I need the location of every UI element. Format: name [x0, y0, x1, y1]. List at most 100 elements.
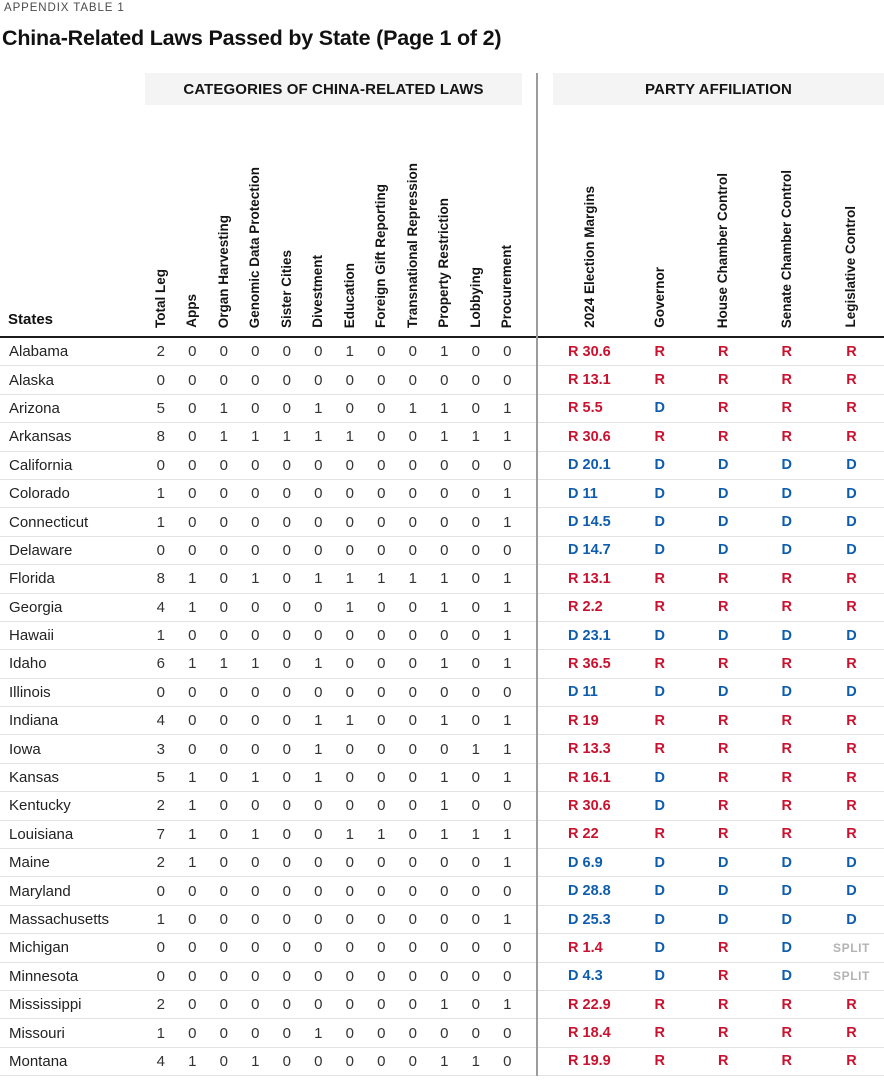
count-cell: 1 — [314, 1024, 323, 1042]
count-cell: 0 — [471, 683, 480, 701]
count-cell: 0 — [377, 399, 386, 417]
count-cell: 1 — [503, 570, 512, 588]
column-header-label: Procurement — [499, 244, 515, 328]
count-cell: 0 — [251, 882, 260, 900]
table-row: Arizona 5 0 1 0 0 1 0 0 1 1 0 1 R 5.5 D R R R — [0, 395, 884, 424]
count-cell: 4 — [156, 1052, 165, 1070]
count-cell: 0 — [345, 1024, 354, 1042]
column-header-label: Senate Chamber Control — [778, 169, 794, 328]
category-col-4-header: Sister Cities — [271, 105, 303, 336]
house-cell: R — [718, 968, 729, 985]
count-cell: 4 — [156, 598, 165, 616]
count-cell: 1 — [251, 1052, 260, 1070]
count-cell: 0 — [251, 854, 260, 872]
table-row: Florida 8 1 0 1 0 1 1 1 1 1 0 1 R 13.1 R R R R — [0, 565, 884, 594]
table-row: Alabama 2 0 0 0 0 0 1 0 0 1 0 0 R 30.6 R R R R — [0, 338, 884, 367]
count-cell: 0 — [282, 1024, 291, 1042]
count-cell: 0 — [156, 939, 165, 957]
count-cell: 0 — [251, 399, 260, 417]
table-row: Missouri 1 0 0 0 0 1 0 0 0 0 0 0 R 18.4 R R R R — [0, 1019, 884, 1048]
house-cell: R — [718, 400, 729, 417]
count-cell: 0 — [345, 399, 354, 417]
count-cell: 0 — [345, 513, 354, 531]
count-cell: 0 — [282, 570, 291, 588]
column-header-label: Property Restriction — [436, 198, 452, 328]
count-cell: 0 — [282, 541, 291, 559]
count-cell: 0 — [377, 854, 386, 872]
house-cell: D — [718, 911, 729, 928]
count-cell: 1 — [188, 570, 197, 588]
count-cell: 0 — [314, 541, 323, 559]
governor-cell: D — [654, 769, 665, 786]
count-cell: 1 — [251, 769, 260, 787]
count-cell: 0 — [503, 371, 512, 389]
count-cell: 1 — [440, 343, 449, 361]
count-cell: 0 — [440, 939, 449, 957]
count-cell: 0 — [219, 485, 228, 503]
count-cell: 1 — [219, 399, 228, 417]
count-cell: 8 — [156, 570, 165, 588]
election-margin: D 11 — [568, 684, 598, 701]
count-cell: 0 — [282, 371, 291, 389]
count-cell: 1 — [503, 825, 512, 843]
count-cell: 0 — [251, 627, 260, 645]
count-cell: 0 — [345, 655, 354, 673]
state-name: Mississippi — [9, 996, 82, 1014]
governor-cell: D — [654, 627, 665, 644]
count-cell: 0 — [408, 1024, 417, 1042]
count-cell: 0 — [408, 825, 417, 843]
state-name: Kentucky — [9, 797, 71, 815]
count-cell: 1 — [503, 911, 512, 928]
count-cell: 0 — [314, 939, 323, 957]
count-cell: 0 — [377, 996, 386, 1014]
count-cell: 0 — [314, 1052, 323, 1070]
count-cell: 1 — [471, 428, 480, 446]
count-cell: 1 — [408, 570, 417, 588]
governor-cell: R — [654, 599, 665, 616]
count-cell: 1 — [156, 911, 165, 928]
senate-cell: R — [781, 655, 792, 672]
state-name: Massachusetts — [9, 911, 110, 928]
legislative-cell: R — [846, 741, 857, 758]
count-cell: 1 — [440, 712, 449, 730]
legislative-cell: R — [846, 400, 857, 417]
house-cell: D — [718, 883, 729, 900]
legislative-cell: D — [846, 485, 857, 502]
legislative-cell: R — [846, 797, 857, 814]
count-cell: 1 — [345, 712, 354, 730]
category-col-6-header: Education — [334, 105, 366, 336]
count-cell: 0 — [408, 1052, 417, 1070]
count-cell: 0 — [314, 485, 323, 503]
state-name: Florida — [9, 570, 55, 588]
column-header-label: Transnational Repression — [404, 162, 420, 328]
count-cell: 0 — [377, 485, 386, 503]
count-cell: 0 — [219, 683, 228, 701]
count-cell: 7 — [156, 825, 165, 843]
election-margin: R 1.4 — [568, 939, 603, 956]
count-cell: 0 — [440, 854, 449, 872]
party-col-4-header: Legislative Control — [819, 105, 884, 336]
table-row: Minnesota 0 0 0 0 0 0 0 0 0 0 0 0 D 4.3 D R D SPLIT — [0, 963, 884, 991]
count-cell: 0 — [503, 797, 512, 815]
legislative-cell: D — [846, 911, 857, 928]
count-cell: 1 — [503, 769, 512, 787]
table-row: Iowa 3 0 0 0 0 1 0 0 0 0 1 1 R 13.3 R R R R — [0, 735, 884, 764]
count-cell: 0 — [377, 513, 386, 531]
count-cell: 5 — [156, 769, 165, 787]
count-cell: 0 — [377, 428, 386, 446]
column-header-row: States Total Leg Apps Organ Harvesting Geno… — [0, 105, 884, 338]
house-cell: D — [718, 854, 729, 871]
count-cell: 0 — [377, 1052, 386, 1070]
count-cell: 0 — [251, 485, 260, 503]
count-cell: 0 — [251, 1024, 260, 1042]
count-cell: 0 — [219, 627, 228, 645]
count-cell: 0 — [377, 627, 386, 645]
legislative-cell: D — [846, 514, 857, 531]
state-name: Maine — [9, 854, 50, 872]
table-row: Maryland 0 0 0 0 0 0 0 0 0 0 0 0 D 28.8 D D D D — [0, 877, 884, 906]
legislative-cell: D — [846, 457, 857, 474]
count-cell: 0 — [345, 939, 354, 957]
senate-cell: R — [781, 400, 792, 417]
governor-cell: D — [654, 457, 665, 474]
count-cell: 0 — [471, 655, 480, 673]
